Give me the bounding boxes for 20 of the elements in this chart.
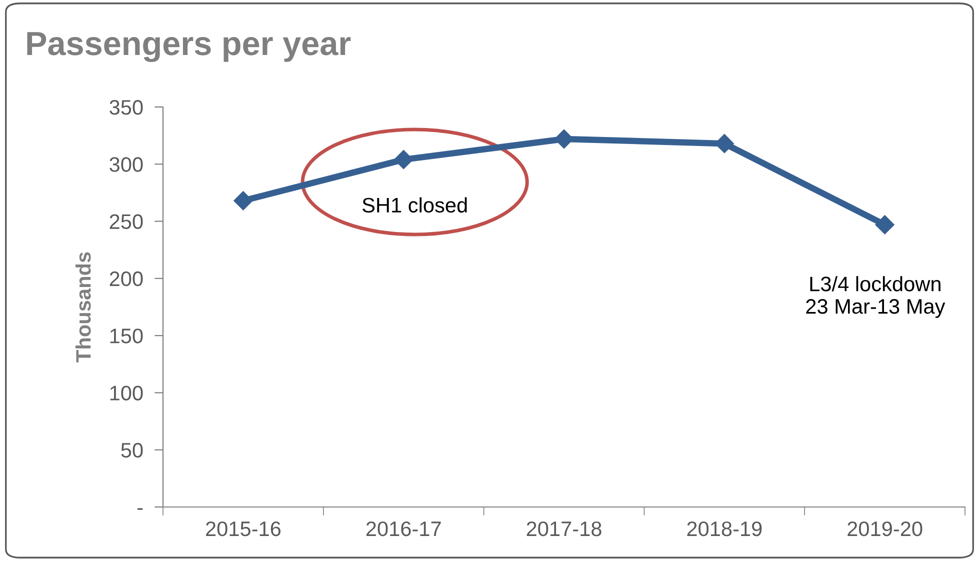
y-tick-label: 300 [110,157,143,172]
y-tick-label: 150 [110,328,143,344]
y-axis-title: Thousands [75,252,91,362]
y-tick-label: - [138,508,143,510]
annotation: SH1 closed [362,197,467,213]
y-tick-label: 100 [110,386,143,400]
x-tick-label: 2019-20 [848,521,922,536]
y-tick-label: 250 [110,214,143,230]
point [394,150,414,170]
x-tick-label: 2015-16 [206,521,281,536]
annotation: L3/4 lockdown 23 Mar-13 May [806,276,946,318]
y-tick-label: 50 [121,442,143,458]
x-tick-label: 2016-17 [366,521,441,536]
point [875,215,894,234]
chart-title: Passengers per year [27,32,351,62]
point [234,191,253,210]
y-tick-label: 200 [110,271,143,286]
y-tick-label: 350 [110,100,143,115]
x-tick-label: 2018-19 [687,521,762,536]
x-tick-label: 2017-18 [526,521,602,536]
